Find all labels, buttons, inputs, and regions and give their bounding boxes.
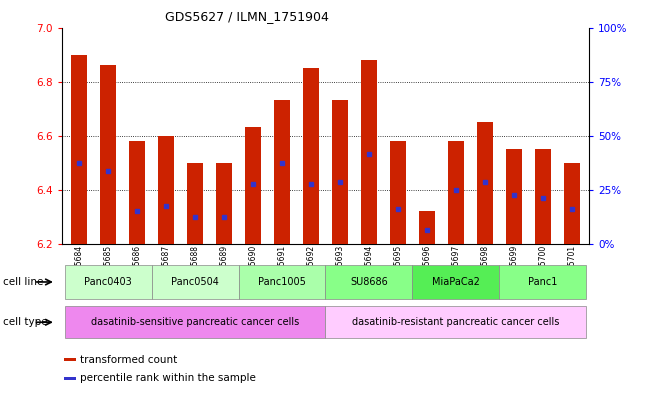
Bar: [326, 265, 413, 299]
Bar: [64, 265, 152, 299]
Bar: [152, 265, 238, 299]
Bar: [448, 141, 464, 244]
Bar: [100, 65, 116, 244]
Bar: [413, 265, 499, 299]
Bar: [535, 149, 551, 244]
Bar: [64, 377, 76, 380]
Bar: [332, 101, 348, 244]
Bar: [361, 60, 377, 244]
Text: Panc1005: Panc1005: [258, 277, 306, 287]
Bar: [506, 149, 522, 244]
Bar: [303, 68, 319, 244]
Text: transformed count: transformed count: [80, 354, 178, 365]
Text: GDS5627 / ILMN_1751904: GDS5627 / ILMN_1751904: [165, 10, 329, 23]
Bar: [326, 307, 587, 338]
Bar: [499, 265, 587, 299]
Bar: [564, 163, 580, 244]
Bar: [129, 141, 145, 244]
Bar: [71, 55, 87, 244]
Bar: [390, 141, 406, 244]
Text: Panc1: Panc1: [528, 277, 557, 287]
Bar: [187, 163, 203, 244]
Bar: [238, 265, 326, 299]
Bar: [216, 163, 232, 244]
Bar: [64, 307, 326, 338]
Text: SU8686: SU8686: [350, 277, 388, 287]
Bar: [419, 211, 435, 244]
Bar: [64, 358, 76, 361]
Bar: [274, 101, 290, 244]
Text: dasatinib-resistant pancreatic cancer cells: dasatinib-resistant pancreatic cancer ce…: [352, 317, 560, 327]
Bar: [477, 122, 493, 244]
Bar: [245, 127, 261, 244]
Text: MiaPaCa2: MiaPaCa2: [432, 277, 480, 287]
Text: dasatinib-sensitive pancreatic cancer cells: dasatinib-sensitive pancreatic cancer ce…: [91, 317, 299, 327]
Text: Panc0403: Panc0403: [85, 277, 132, 287]
Text: cell line: cell line: [3, 277, 44, 287]
Bar: [158, 136, 174, 244]
Text: cell type: cell type: [3, 317, 48, 327]
Text: Panc0504: Panc0504: [171, 277, 219, 287]
Text: percentile rank within the sample: percentile rank within the sample: [80, 373, 256, 384]
